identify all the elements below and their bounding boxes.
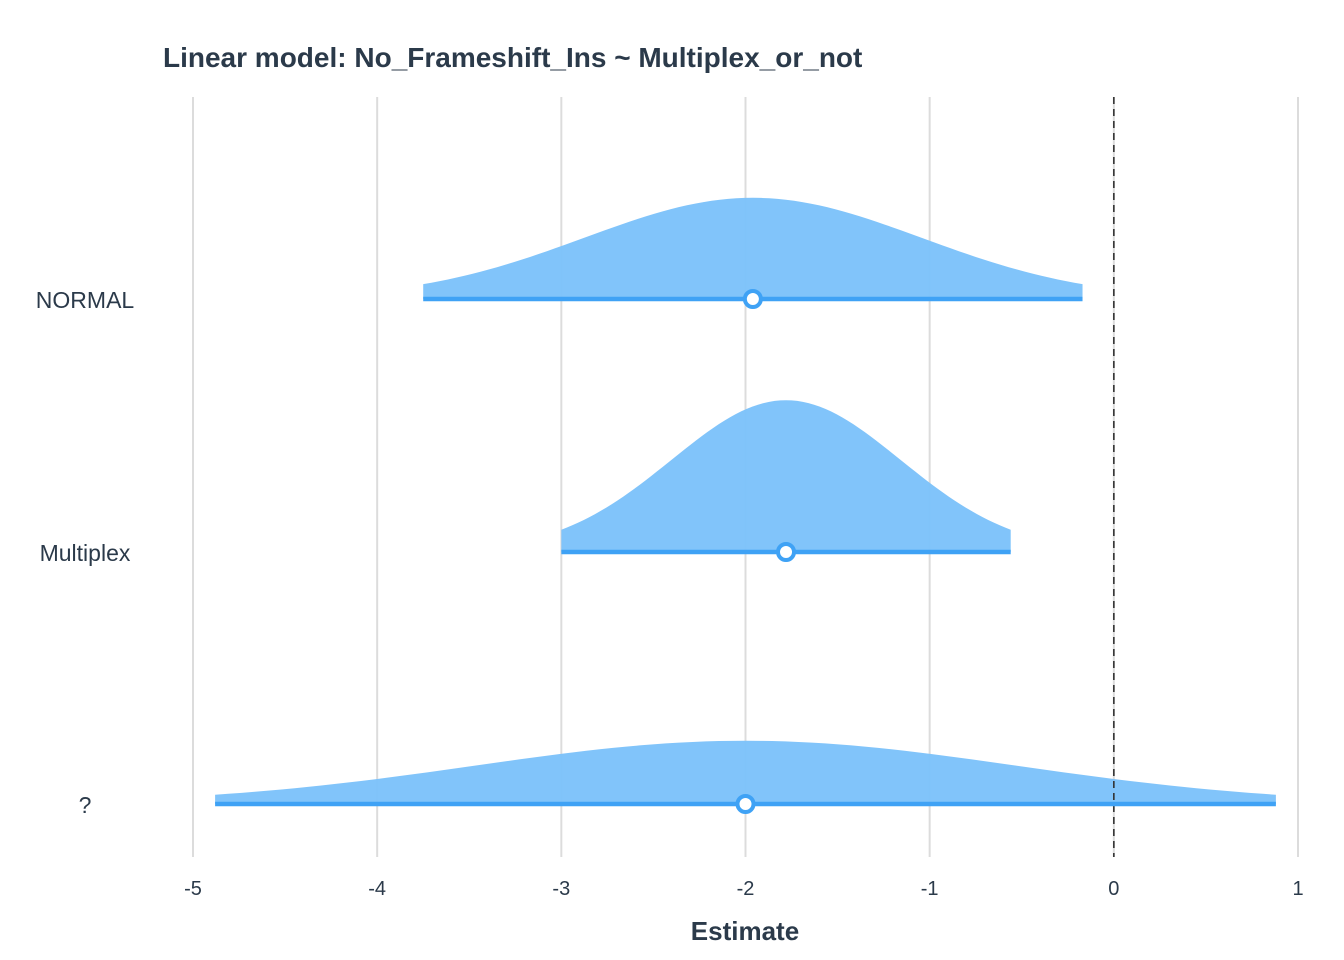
category-label: Multiplex: [40, 540, 131, 566]
estimate-point-1: [742, 289, 763, 309]
density-3: [215, 740, 1276, 804]
x-tick-label: -4: [368, 878, 386, 900]
x-tick-label: -5: [184, 878, 202, 900]
x-tick-label: 1: [1292, 878, 1303, 900]
category-labels: NORMAL Multiplex?: [36, 287, 135, 818]
density-layer: [215, 197, 1276, 804]
chart-title: Linear model: No_Frameshift_Ins ~ Multip…: [163, 42, 862, 73]
density-1: [423, 197, 1083, 299]
x-tick-label: 0: [1108, 878, 1119, 900]
x-tick-label: -3: [552, 878, 570, 900]
estimate-point-3: [735, 794, 756, 814]
interval-layer: [215, 289, 1276, 814]
estimate-point-2: [776, 542, 797, 562]
x-axis-label: Estimate: [691, 916, 799, 946]
category-label: ?: [79, 792, 92, 818]
x-tick-label: -1: [921, 878, 939, 900]
x-tick-labels: -5 -4 -3 -2 -1 0 1: [184, 878, 1303, 900]
density-2: [561, 400, 1011, 552]
category-label: NORMAL: [36, 287, 135, 313]
x-tick-label: -2: [737, 878, 755, 900]
